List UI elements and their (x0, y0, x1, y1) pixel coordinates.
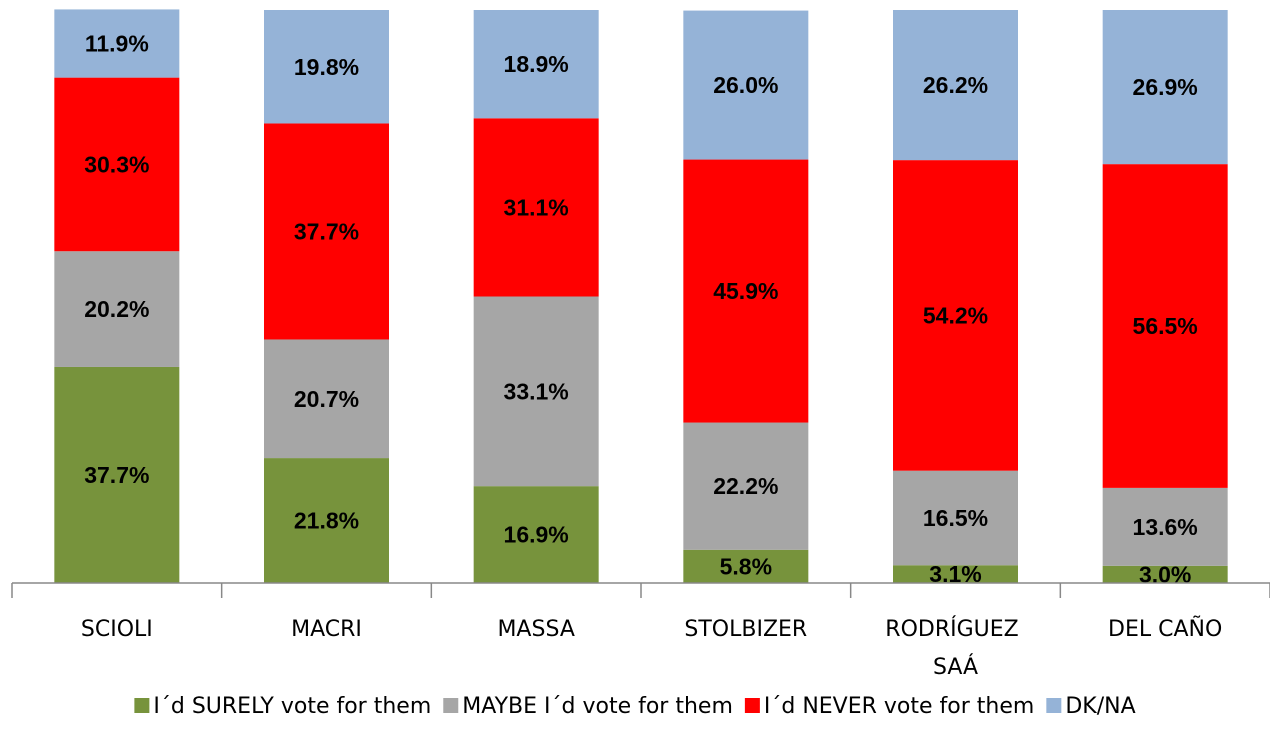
bar-segment (264, 458, 389, 583)
bar-segment (473, 486, 599, 583)
bar-segment (893, 470, 1018, 566)
bar-segment (683, 10, 809, 160)
value-label: 56.5% (1133, 313, 1198, 339)
value-label: 37.7% (84, 462, 149, 488)
legend: I´d SURELY vote for them MAYBE I´d vote f… (134, 694, 1136, 719)
bar-segment (683, 159, 809, 423)
legend-label: I´d SURELY vote for them (153, 694, 431, 719)
value-label: 16.9% (504, 522, 569, 548)
x-tick-label: SCIOLI (81, 617, 153, 642)
value-label: 33.1% (504, 378, 569, 404)
bar-segment (1102, 487, 1228, 566)
legend-swatch (134, 698, 150, 713)
bar-segment (893, 565, 1018, 583)
bar-segment (264, 339, 389, 459)
value-label: 26.2% (923, 72, 988, 98)
value-label: 31.1% (504, 194, 569, 220)
value-label: 22.2% (713, 473, 778, 499)
bar-segment (264, 123, 389, 340)
bar-segment (54, 366, 180, 583)
bar-segment (1102, 164, 1228, 488)
bar-segment (264, 10, 389, 124)
bar-segment (683, 422, 809, 550)
value-label: 5.8% (720, 553, 772, 579)
value-label: 37.7% (294, 219, 359, 245)
bar-segment (893, 160, 1018, 471)
value-label: 16.5% (923, 505, 988, 531)
bar-segment (473, 10, 599, 119)
value-label: 30.3% (84, 152, 149, 178)
value-label: 20.2% (84, 296, 149, 322)
value-label: 26.9% (1133, 74, 1198, 100)
bar-segment (54, 9, 180, 78)
legend-swatch (443, 698, 459, 713)
legend-label: MAYBE I´d vote for them (462, 694, 733, 719)
x-tick-label: STOLBIZER (684, 617, 807, 642)
bar-segment (54, 77, 180, 252)
bar-segment (473, 296, 599, 487)
bar-segment (683, 549, 809, 583)
value-label: 19.8% (294, 54, 359, 80)
x-tick-label: RODRÍGUEZ SAÁ (885, 616, 1025, 680)
legend-label: DK/NA (1065, 694, 1135, 719)
legend-label: I´d NEVER vote for them (764, 694, 1034, 719)
x-tick-label: DEL CAÑO (1108, 615, 1222, 642)
x-tick-label: MASSA (497, 617, 574, 642)
value-label: 21.8% (294, 508, 359, 534)
bar-segment (1102, 565, 1228, 583)
legend-swatch (1046, 698, 1062, 713)
value-label: 26.0% (713, 72, 778, 98)
value-label: 54.2% (923, 302, 988, 328)
value-label: 11.9% (85, 31, 149, 57)
value-label: 20.7% (294, 386, 359, 412)
legend-swatch (744, 698, 760, 713)
value-label: 13.6% (1133, 514, 1198, 540)
bar-segment (473, 118, 599, 297)
bar-segment (54, 251, 180, 367)
bar-segment (893, 10, 1018, 161)
x-tick-label: MACRI (291, 617, 362, 642)
bar-segment (1102, 10, 1228, 165)
value-label: 18.9% (504, 51, 569, 77)
value-label: 45.9% (713, 278, 778, 304)
